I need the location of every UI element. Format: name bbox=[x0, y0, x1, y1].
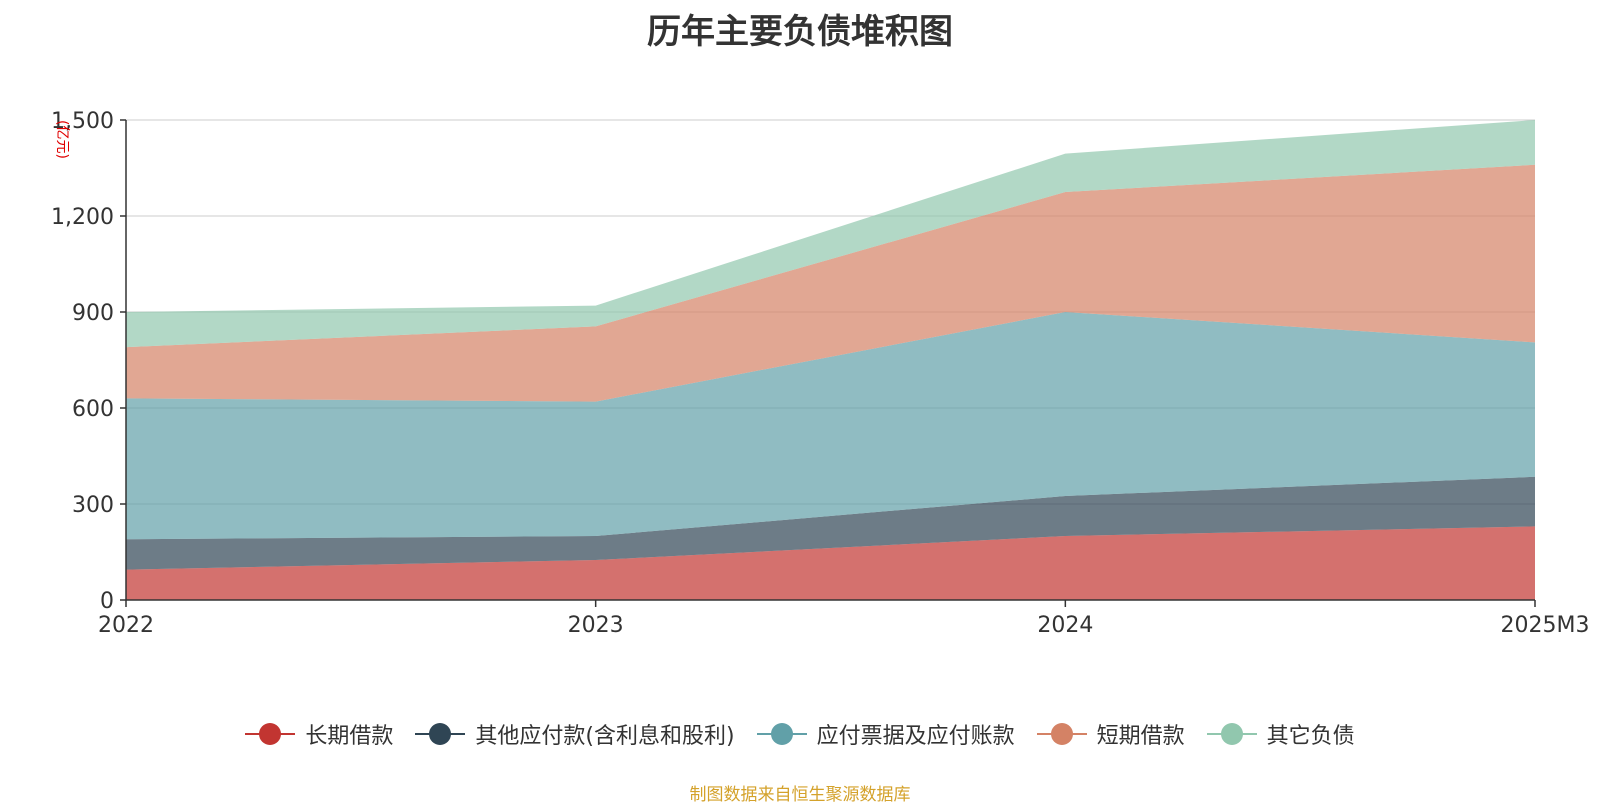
x-tick-label: 2022 bbox=[98, 613, 154, 638]
y-tick-label: 1,500 bbox=[51, 109, 114, 134]
legend-label: 长期借款 bbox=[305, 724, 394, 749]
legend-item-5[interactable]: 其它负债 bbox=[1206, 718, 1355, 750]
legend-item-1[interactable]: 长期借款 bbox=[245, 718, 393, 750]
area-series-4 bbox=[126, 164, 1535, 402]
y-tick-label: 900 bbox=[72, 301, 114, 326]
legend-item-4[interactable]: 短期借款 bbox=[1036, 718, 1185, 750]
x-tick-label: 2024 bbox=[1037, 613, 1093, 638]
legend-marker-icon bbox=[415, 721, 466, 747]
y-tick-label: 300 bbox=[72, 493, 114, 518]
legend-marker-icon bbox=[245, 721, 296, 747]
area-series-5 bbox=[126, 120, 1535, 348]
legend: 长期借款 其他应付款(含利息和股利) 应付票据及应付账款 短期借款 其它负债 bbox=[0, 718, 1600, 750]
legend-marker-icon bbox=[756, 721, 807, 747]
legend-item-3[interactable]: 应付票据及应付账款 bbox=[756, 718, 1015, 750]
legend-label: 其它负债 bbox=[1266, 724, 1355, 749]
y-tick-label: 600 bbox=[72, 397, 114, 422]
y-axis-unit-label: (亿元) bbox=[54, 120, 70, 159]
area-series bbox=[126, 120, 1535, 600]
legend-label: 应付票据及应付账款 bbox=[816, 724, 1015, 749]
legend-item-2[interactable]: 其他应付款(含利息和股利) bbox=[415, 718, 735, 750]
legend-marker-icon bbox=[1206, 721, 1257, 747]
axes: 0 300 600 900 1,200 1,500 2022 2023 2024 2025M3 bbox=[51, 109, 1589, 638]
y-tick-label: 0 bbox=[100, 589, 114, 614]
y-tick-label: 1,200 bbox=[51, 205, 114, 230]
legend-label: 短期借款 bbox=[1096, 724, 1185, 749]
source-note: 制图数据来自恒生聚源数据库 bbox=[689, 785, 911, 805]
x-tick-label: 2025M3 bbox=[1501, 613, 1590, 638]
legend-label: 其他应付款(含利息和股利) bbox=[475, 724, 735, 749]
area-series-1 bbox=[126, 526, 1535, 600]
area-series-2 bbox=[126, 476, 1535, 570]
area-series-3 bbox=[126, 312, 1535, 540]
chart-title: 历年主要负债堆积图 bbox=[647, 12, 953, 52]
x-tick-label: 2023 bbox=[568, 613, 624, 638]
legend-marker-icon bbox=[1036, 721, 1087, 747]
